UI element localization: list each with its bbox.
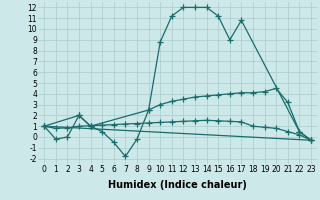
X-axis label: Humidex (Indice chaleur): Humidex (Indice chaleur) — [108, 180, 247, 190]
